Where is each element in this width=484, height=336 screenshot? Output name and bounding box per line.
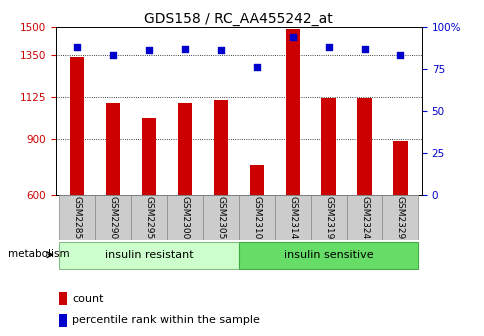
Text: GSM2314: GSM2314 [287, 196, 297, 239]
Bar [238, 195, 274, 240]
Point [288, 34, 296, 40]
Point [396, 53, 404, 58]
Bar [310, 195, 346, 240]
Text: GSM2305: GSM2305 [216, 196, 225, 239]
Point [109, 53, 117, 58]
Bar [70, 57, 84, 307]
Text: GSM2295: GSM2295 [144, 196, 153, 239]
Bar [238, 242, 418, 269]
Text: GSM2310: GSM2310 [252, 196, 261, 239]
Bar [393, 141, 407, 307]
Text: GSM2290: GSM2290 [108, 196, 118, 239]
Bar [95, 195, 131, 240]
Text: percentile rank within the sample: percentile rank within the sample [72, 316, 259, 325]
Bar [131, 195, 166, 240]
Point [145, 48, 152, 53]
Point [360, 46, 368, 51]
Point [324, 44, 332, 50]
Bar [321, 98, 335, 307]
Bar [249, 165, 263, 307]
Text: insulin sensitive: insulin sensitive [283, 250, 373, 260]
Text: insulin resistant: insulin resistant [105, 250, 193, 260]
Bar [106, 103, 120, 307]
Bar [285, 29, 299, 307]
Text: GSM2329: GSM2329 [395, 196, 404, 239]
Bar [60, 314, 67, 327]
Text: metabolism: metabolism [8, 249, 70, 259]
Point [253, 65, 260, 70]
Bar [382, 195, 418, 240]
Point [216, 48, 224, 53]
Bar [166, 195, 202, 240]
Text: GSM2324: GSM2324 [359, 196, 368, 239]
Point [181, 46, 188, 51]
Text: GSM2300: GSM2300 [180, 196, 189, 239]
Text: GSM2285: GSM2285 [73, 196, 82, 239]
Bar [59, 195, 95, 240]
Bar [274, 195, 310, 240]
Bar [60, 292, 67, 305]
Text: count: count [72, 294, 104, 304]
Bar [142, 118, 156, 307]
Bar [213, 100, 227, 307]
Bar [178, 103, 192, 307]
Point [73, 44, 81, 50]
Bar [357, 98, 371, 307]
Title: GDS158 / RC_AA455242_at: GDS158 / RC_AA455242_at [144, 12, 333, 26]
Bar [346, 195, 382, 240]
Text: GSM2319: GSM2319 [323, 196, 333, 239]
Bar [59, 242, 239, 269]
Bar [202, 195, 238, 240]
